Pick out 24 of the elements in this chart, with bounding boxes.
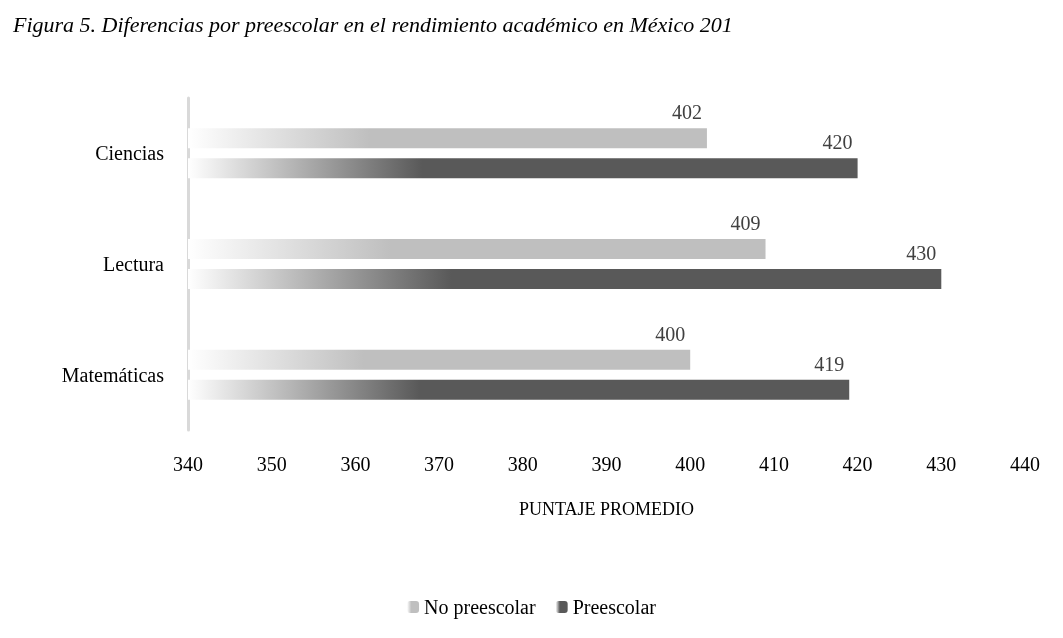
x-tick-label: 430 (926, 453, 957, 475)
y-tick-label: Ciencias (95, 142, 165, 165)
x-tick-label: 350 (256, 453, 287, 475)
x-tick-label: 410 (758, 453, 789, 475)
data-label: 430 (906, 242, 937, 264)
x-tick-label: 440 (1010, 453, 1040, 475)
x-tick-label: 420 (842, 453, 873, 475)
data-label: 420 (822, 131, 853, 154)
y-tick-label: Matemáticas (61, 363, 165, 386)
x-axis-title: PUNTAJE PROMEDIO (518, 499, 695, 519)
x-tick-label: 400 (675, 453, 706, 475)
chart-title: Figura 5. Diferencias por preescolar en el rendimiento académico en México 201 (12, 11, 733, 37)
legend-label: No preescolar (424, 596, 536, 619)
legend-label: Preescolar (572, 596, 657, 618)
data-label: 402 (671, 101, 702, 124)
x-tick-label: 390 (591, 453, 622, 475)
data-label: 409 (730, 212, 761, 234)
x-tick-label: 370 (424, 453, 455, 475)
x-tick-label: 360 (340, 453, 371, 475)
data-label: 400 (655, 322, 686, 345)
x-tick-label: 380 (507, 453, 538, 475)
y-tick-label: Lectura (102, 253, 165, 275)
data-label: 419 (814, 352, 845, 375)
x-tick-label: 340 (173, 453, 203, 475)
